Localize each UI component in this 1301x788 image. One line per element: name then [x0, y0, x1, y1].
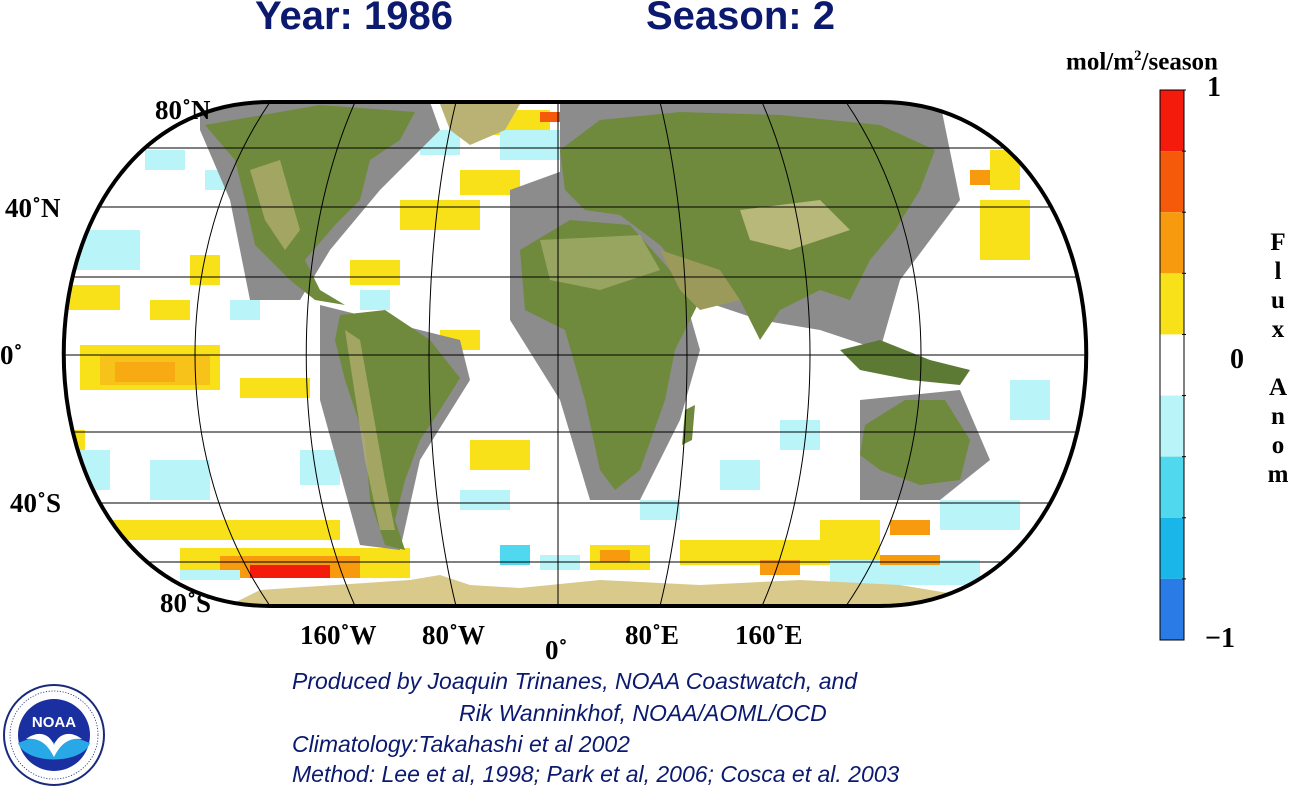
- sahara-highlight: [540, 235, 660, 290]
- credits-line-4: Method: Lee et al, 1998; Park et al, 200…: [292, 761, 900, 787]
- colorbar-title: F l u x A n o m: [1266, 228, 1290, 489]
- world-map: [61, 100, 1089, 608]
- colorbar-bin: [1160, 90, 1184, 152]
- colorbar-title-letter: n: [1271, 403, 1285, 430]
- colorbar-bin: [1160, 517, 1184, 579]
- lat-label-0: 0˚: [0, 340, 23, 370]
- australia: [860, 400, 970, 485]
- colorbar-title-letter: u: [1271, 287, 1285, 314]
- lat-label-40n: 40˚N: [5, 193, 61, 223]
- colorbar-title-letter: l: [1274, 258, 1282, 285]
- credits-line-2: Rik Wanninkhof, NOAA/AOML/OCD: [459, 700, 827, 726]
- colorbar-title-letter: m: [1267, 461, 1289, 488]
- lat-label-80s: 80˚S: [160, 588, 212, 618]
- north-america: [205, 105, 415, 305]
- lon-label-80e: 80˚E: [625, 620, 679, 650]
- graticule: [63, 102, 1087, 606]
- colorbar-max-label: 1: [1207, 72, 1221, 103]
- colorbar-bin: [1160, 578, 1184, 640]
- tibet-highlight: [740, 200, 850, 250]
- colorbar-bin: [1160, 212, 1184, 274]
- colorbar-bin: [1160, 334, 1184, 396]
- rockies-highlight: [250, 160, 300, 250]
- lon-label-80w: 80˚W: [422, 620, 485, 650]
- colorbar-unit-prefix: mol/m: [1066, 48, 1135, 76]
- noaa-logo-text: NOAA: [32, 714, 76, 731]
- colorbar-bin: [1160, 395, 1184, 457]
- continents: [205, 104, 980, 606]
- colorbar-bin: [1160, 273, 1184, 335]
- credits-line-1: Produced by Joaquin Trinanes, NOAA Coast…: [292, 668, 858, 694]
- lon-label-0: 0˚: [545, 635, 568, 665]
- lon-label-160w: 160˚W: [300, 620, 377, 650]
- colorbar-svg: [1159, 89, 1186, 641]
- indonesia: [840, 340, 970, 385]
- lat-label-40s: 40˚S: [10, 488, 62, 518]
- greenland: [440, 104, 520, 145]
- colorbar-title-letter: A: [1268, 374, 1288, 401]
- colorbar-min-label: −1: [1205, 623, 1235, 654]
- colorbar-unit-sup: 2: [1134, 48, 1142, 64]
- andes-highlight: [345, 330, 395, 530]
- colorbar: [1158, 88, 1186, 647]
- colorbar-title-letter: F: [1270, 229, 1286, 256]
- colorbar-title-letter: [1266, 344, 1290, 373]
- arabia: [660, 250, 740, 310]
- colorbar-title-letter: o: [1271, 432, 1285, 459]
- colorbar-unit: mol/m2/season: [1066, 48, 1218, 76]
- lon-label-160e: 160˚E: [735, 620, 803, 650]
- colorbar-unit-suffix: /season: [1141, 48, 1218, 76]
- season-title: Season: 2: [646, 0, 835, 38]
- credits-line-3: Climatology:Takahashi et al 2002: [292, 731, 630, 757]
- colorbar-bin: [1160, 456, 1184, 518]
- lat-label-80n: 80˚N: [155, 95, 211, 125]
- colorbar-border: [1159, 89, 1185, 641]
- colorbar-title-letter: x: [1271, 316, 1285, 343]
- noaa-logo: NOAA: [3, 684, 105, 786]
- antarctica: [230, 575, 980, 606]
- colorbar-bin: [1160, 151, 1184, 213]
- flux-anomaly-cells: [63, 110, 1050, 585]
- year-title: Year: 1986: [255, 0, 453, 38]
- colorbar-mid-label: 0: [1230, 344, 1244, 375]
- globe-outline: [61, 100, 1089, 608]
